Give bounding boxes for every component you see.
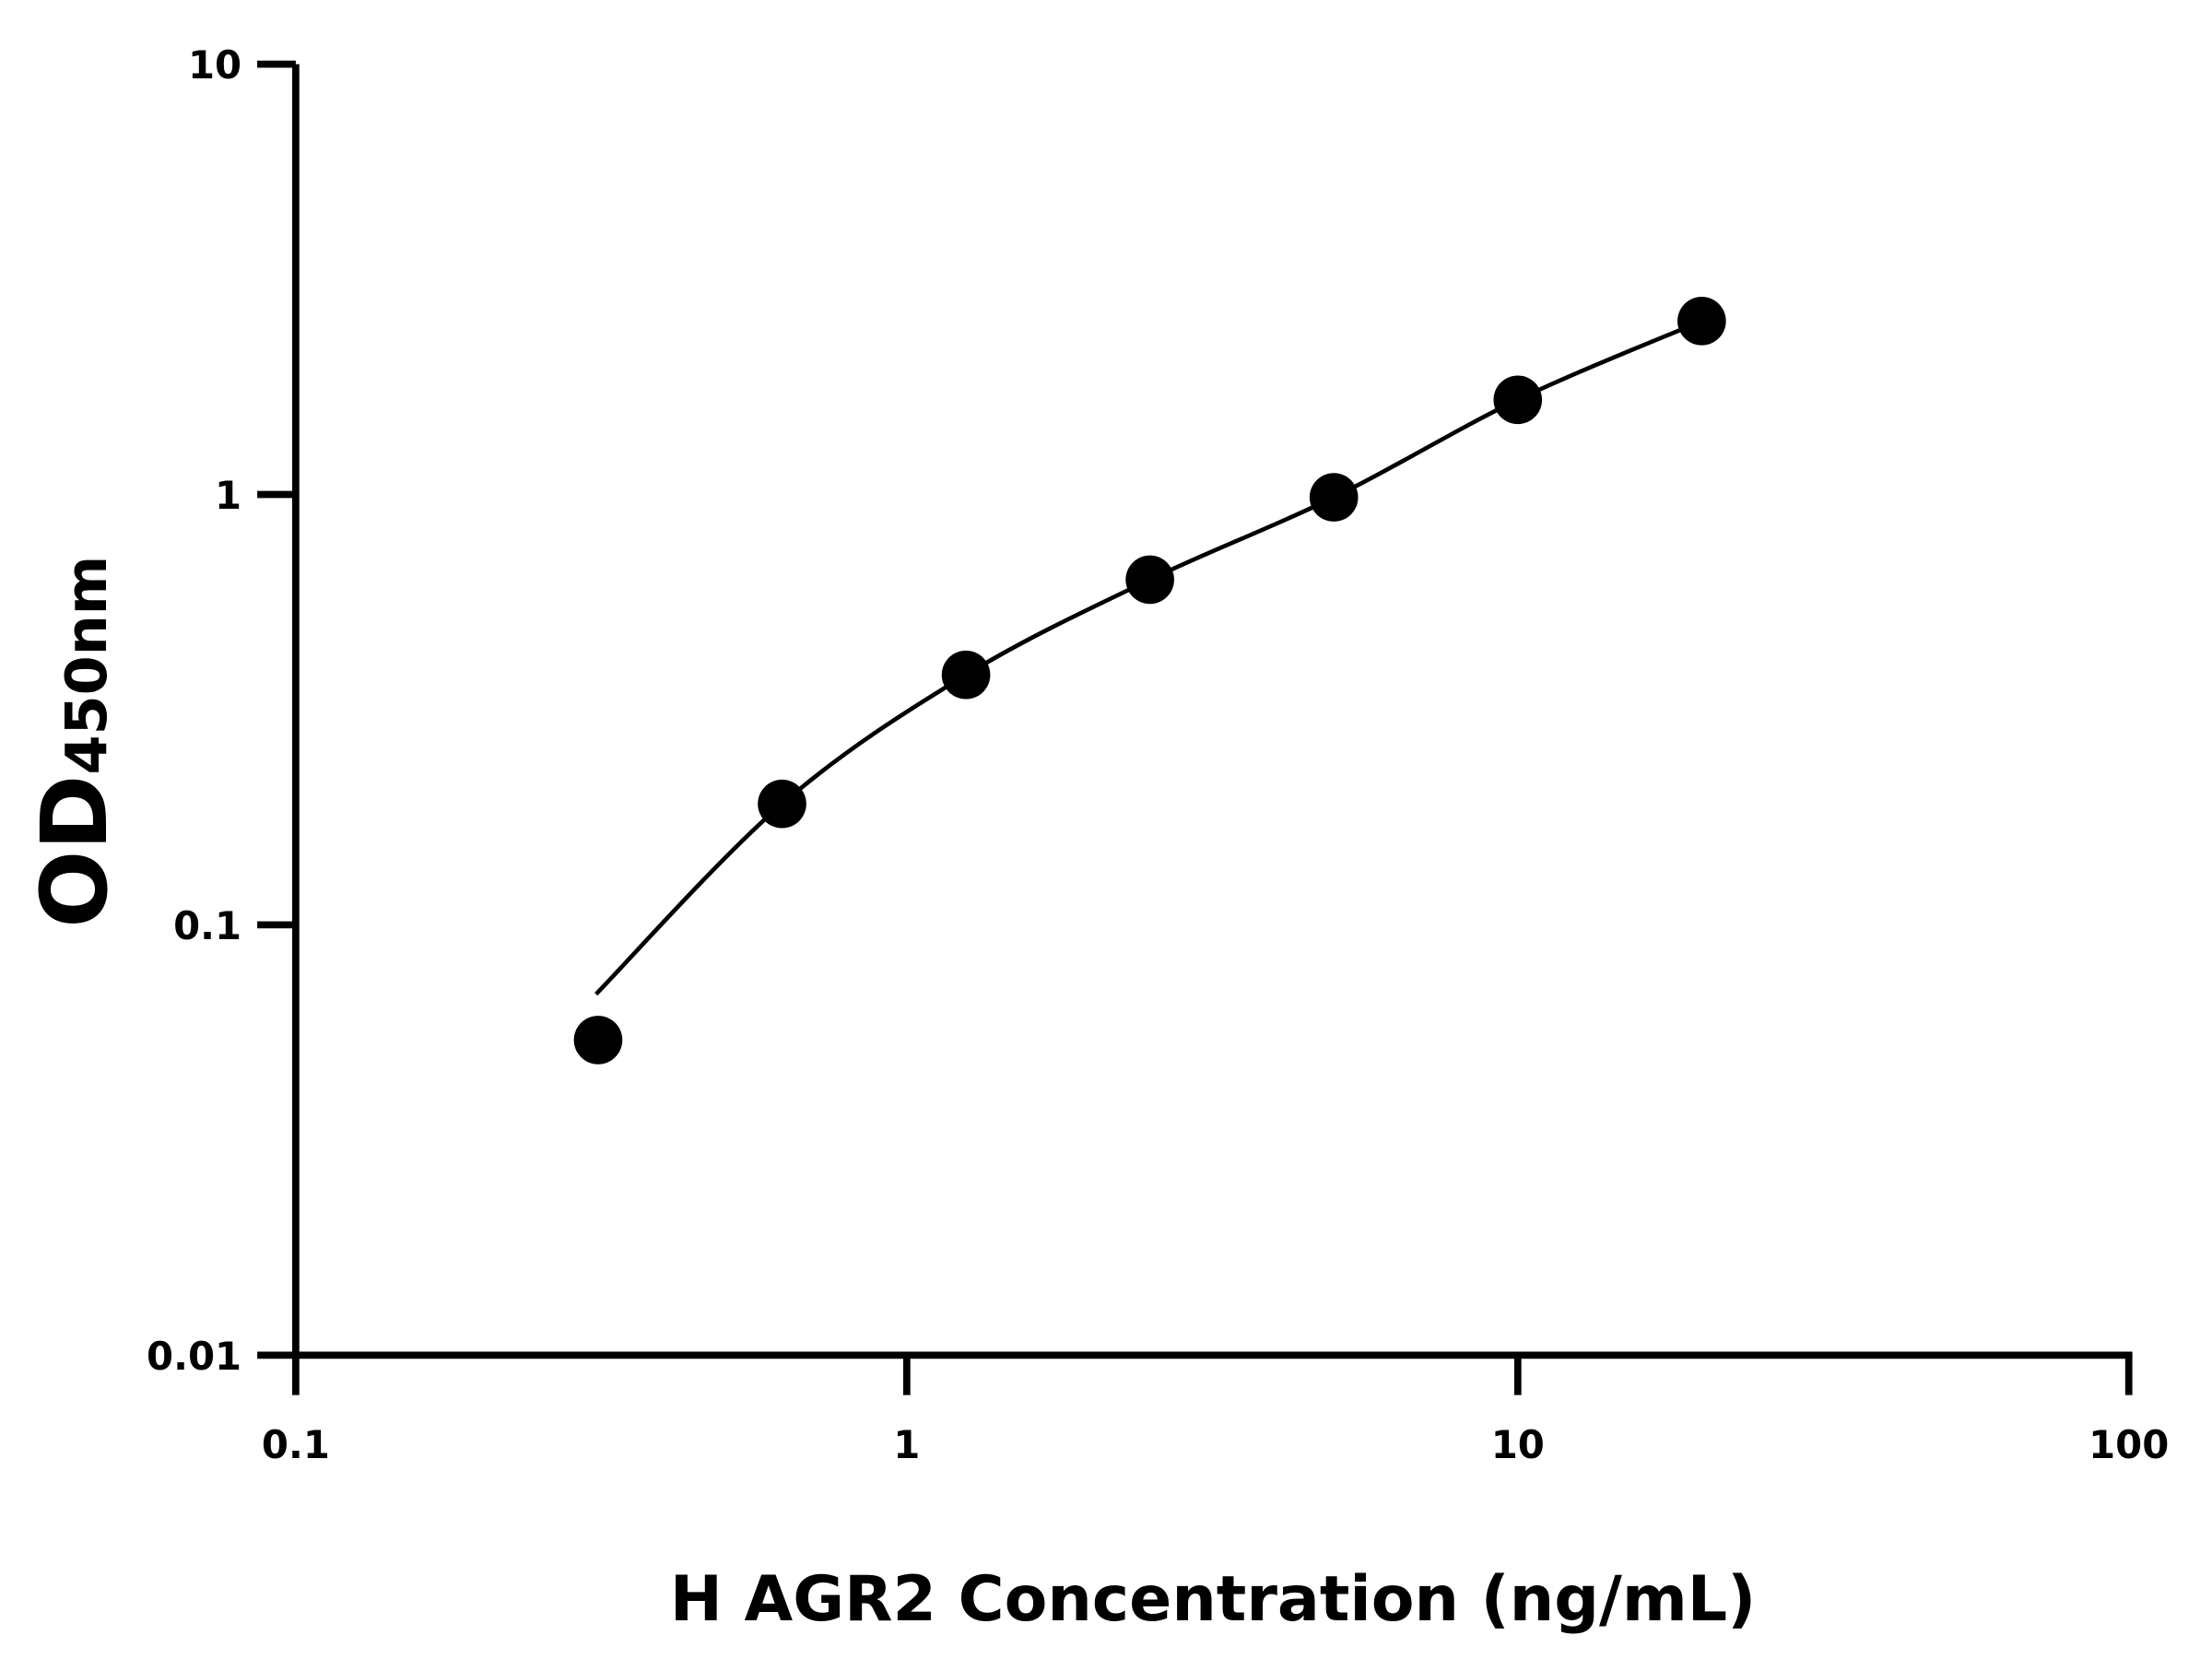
data-point [1677,297,1726,346]
x-tick-label: 1 [893,1422,920,1467]
data-points [573,297,1726,1065]
data-point [573,1016,623,1065]
x-axis-label: H AGR2 Concentration (ng/mL) [670,1563,1756,1636]
y-tick-label: 1 [215,473,241,518]
fit-curve [594,319,1703,996]
y-axis-label-sub: 450nm [53,556,120,775]
y-axis-label-main: OD [22,774,128,927]
y-tick-label: 10 [188,42,241,88]
data-point [758,779,806,829]
x-tick-label: 100 [2088,1422,2169,1467]
data-point [1125,555,1174,605]
y-axis-label: OD450nm [22,556,128,928]
data-point [941,650,991,700]
y-tick-label: 0.1 [173,903,241,948]
data-point [1493,375,1543,425]
y-tick-label: 0.01 [147,1334,241,1379]
x-tick-label: 10 [1491,1422,1545,1467]
x-tick-label: 0.1 [262,1422,330,1467]
axes: 0.01 0.1 1 10 0.1 1 10 100 [147,42,2169,1467]
data-point [1309,473,1359,522]
